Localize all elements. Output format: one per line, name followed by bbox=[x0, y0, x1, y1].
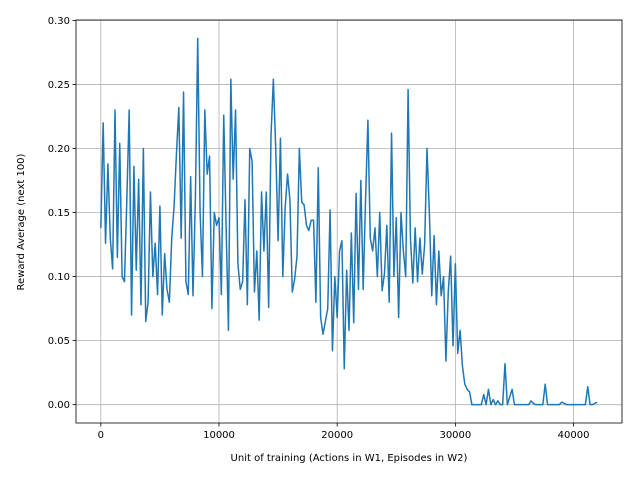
x-tick-label: 40000 bbox=[558, 430, 590, 441]
data-line bbox=[100, 37, 598, 406]
x-tick-label: 10000 bbox=[203, 430, 235, 441]
y-tick-label: 0.10 bbox=[48, 272, 70, 283]
plot-frame bbox=[75, 19, 623, 424]
y-tick-label: 0.30 bbox=[48, 16, 70, 27]
y-tick-label: 0.00 bbox=[48, 400, 70, 411]
y-tick-label: 0.25 bbox=[48, 80, 70, 91]
x-tick-label: 0 bbox=[98, 430, 104, 441]
y-tick-label: 0.15 bbox=[48, 208, 70, 219]
y-axis-label: Reward Average (next 100) bbox=[16, 153, 27, 290]
x-tick-label: 20000 bbox=[321, 430, 353, 441]
x-tick-label: 30000 bbox=[439, 430, 471, 441]
y-tick-label: 0.20 bbox=[48, 144, 70, 155]
y-tick-label: 0.05 bbox=[48, 336, 70, 347]
x-axis-label: Unit of training (Actions in W1, Episode… bbox=[231, 453, 468, 464]
